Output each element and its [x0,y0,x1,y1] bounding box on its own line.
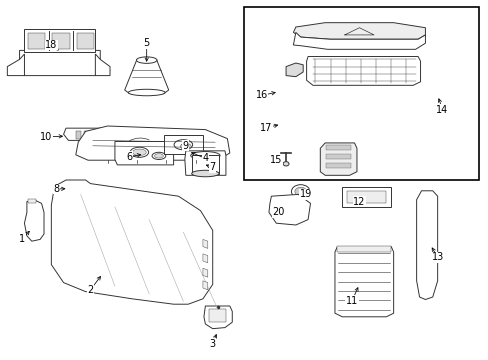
Text: 17: 17 [260,123,272,133]
Ellipse shape [132,149,146,156]
Text: 13: 13 [430,252,443,262]
Ellipse shape [291,185,309,198]
Ellipse shape [154,154,163,158]
Text: 6: 6 [126,152,132,162]
Polygon shape [203,268,207,277]
Polygon shape [63,128,122,140]
Text: 8: 8 [53,184,59,194]
Ellipse shape [136,57,157,63]
Bar [342,187,390,207]
Text: 7: 7 [209,162,215,172]
Bar [24,29,95,52]
Bar [346,191,386,203]
Polygon shape [76,126,229,160]
Text: 9: 9 [183,141,188,151]
Bar [244,7,478,180]
Text: 11: 11 [345,296,358,306]
Bar [325,145,350,150]
Text: 5: 5 [143,38,149,48]
Text: 4: 4 [202,153,208,163]
Bar [325,154,350,159]
Polygon shape [320,143,356,175]
Bar [76,131,81,139]
Polygon shape [293,23,425,39]
Bar [191,155,219,174]
Polygon shape [293,32,425,49]
Polygon shape [95,54,110,76]
Bar [52,33,70,49]
Polygon shape [51,180,212,304]
Polygon shape [124,59,168,94]
Ellipse shape [130,147,148,157]
Text: 12: 12 [352,197,365,207]
Text: 19: 19 [299,189,311,199]
Text: 18: 18 [45,40,58,50]
Text: 1: 1 [19,234,25,244]
Text: 10: 10 [40,132,53,142]
Polygon shape [7,54,24,76]
Ellipse shape [190,152,220,159]
Text: 14: 14 [435,105,448,115]
Polygon shape [184,151,225,175]
Polygon shape [203,239,207,248]
Ellipse shape [128,89,165,96]
Polygon shape [115,141,173,165]
Ellipse shape [191,170,219,177]
Ellipse shape [152,152,165,159]
Polygon shape [268,194,310,225]
Polygon shape [203,306,232,329]
Polygon shape [24,200,44,241]
Ellipse shape [283,162,288,166]
Polygon shape [20,50,100,76]
Bar [337,246,390,252]
Polygon shape [163,135,203,154]
Polygon shape [334,247,393,317]
Polygon shape [203,281,207,290]
Bar [84,131,89,139]
Ellipse shape [62,183,89,194]
Text: 2: 2 [87,285,93,295]
Bar [101,131,106,139]
Text: 20: 20 [272,207,285,217]
Ellipse shape [294,187,306,196]
Bar [109,131,114,139]
Text: 15: 15 [269,155,282,165]
Bar [28,33,45,49]
Polygon shape [285,63,303,77]
Polygon shape [203,254,207,263]
Ellipse shape [180,143,191,150]
Polygon shape [306,57,420,85]
Polygon shape [416,191,437,300]
Ellipse shape [58,181,93,196]
Bar [325,163,350,168]
Bar [208,309,226,322]
Text: 3: 3 [209,339,215,349]
Bar [77,33,94,49]
Bar [92,131,98,139]
Bar [28,199,36,203]
Text: 16: 16 [255,90,267,100]
Ellipse shape [174,140,192,150]
